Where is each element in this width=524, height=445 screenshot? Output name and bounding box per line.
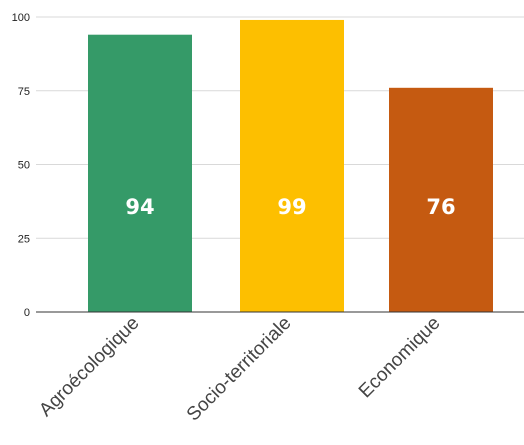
bars (88, 19, 493, 312)
bar-value-label: 99 (277, 195, 306, 219)
y-tick-label: 0 (24, 307, 30, 319)
x-tick-label: Agroécologique (35, 313, 143, 421)
bar (88, 34, 192, 312)
y-axis-tick-labels: 0 25 50 75 100 (12, 12, 30, 319)
bar-value-label: 94 (125, 195, 154, 219)
y-tick-label: 100 (12, 12, 30, 24)
bar-data-labels: 94 99 76 (125, 195, 455, 219)
y-tick-label: 25 (18, 233, 30, 245)
x-axis-tick-labels: Agroécologique Socio-territoriale Economiq… (35, 313, 444, 426)
y-tick-label: 75 (18, 86, 30, 98)
x-tick-label: Economique (355, 313, 445, 403)
bar (240, 19, 344, 312)
bar-value-label: 76 (426, 195, 455, 219)
x-tick-label: Socio-territoriale (183, 313, 296, 426)
y-tick-label: 50 (18, 160, 30, 172)
bar (389, 87, 493, 312)
